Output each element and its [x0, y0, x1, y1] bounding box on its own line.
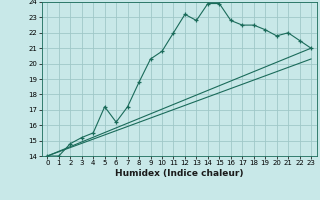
X-axis label: Humidex (Indice chaleur): Humidex (Indice chaleur)	[115, 169, 244, 178]
